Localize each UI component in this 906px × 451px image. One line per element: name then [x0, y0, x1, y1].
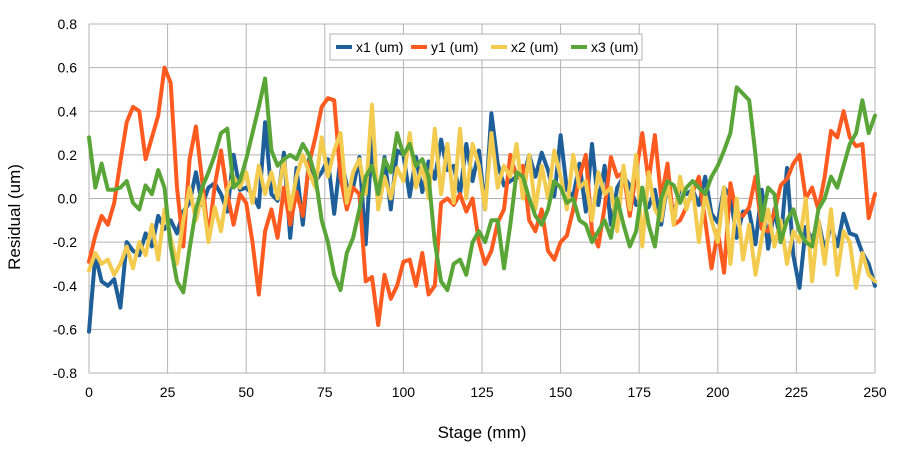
- legend-box: [329, 33, 643, 61]
- x-tick-label: 50: [238, 384, 254, 400]
- legend-label-1: x1 (um): [356, 39, 403, 55]
- x-tick-label: 125: [470, 384, 494, 400]
- legend-label-2: y1 (um): [431, 39, 478, 55]
- x-tick-label: 75: [317, 384, 333, 400]
- y-tick-label: 0.4: [58, 103, 78, 119]
- y-tick-label: -0.8: [53, 365, 77, 381]
- y-tick-label: -0.4: [53, 278, 77, 294]
- series-lines: [87, 65, 877, 334]
- x-tick-label: 0: [85, 384, 93, 400]
- y-tick-label: 0.2: [58, 147, 78, 163]
- legend: x1 (um) y1 (um) x2 (um) x3 (um): [329, 33, 643, 61]
- x-tick-label: 150: [549, 384, 573, 400]
- x-tick-label: 250: [863, 384, 887, 400]
- x-tick-label: 175: [628, 384, 652, 400]
- y-axis-title: Residual (um): [5, 164, 24, 270]
- x-tick-label: 225: [785, 384, 809, 400]
- y-tick-label: 0.6: [58, 60, 78, 76]
- x-tick-label: 200: [706, 384, 730, 400]
- x-axis-title: Stage (mm): [438, 423, 527, 442]
- y-tick-label: -0.2: [53, 234, 77, 250]
- legend-label-4: x3 (um): [591, 39, 638, 55]
- x-tick-label: 25: [160, 384, 176, 400]
- x-tick-label: 100: [392, 384, 416, 400]
- series-line-4: [87, 76, 877, 295]
- x-tick-labels: 0 25 50 75 100 125 150 175 200 225 250: [85, 384, 887, 400]
- legend-label-3: x2 (um): [511, 39, 558, 55]
- series-line-3: [87, 102, 877, 290]
- series-line-2: [87, 65, 877, 327]
- y-tick-label: -0.6: [53, 321, 77, 337]
- y-tick-label: 0.8: [58, 16, 78, 32]
- y-tick-label: 0.0: [58, 191, 78, 207]
- y-tick-labels: -0.8 -0.6 -0.4 -0.2 0.0 0.2 0.4 0.6 0.8: [53, 16, 77, 381]
